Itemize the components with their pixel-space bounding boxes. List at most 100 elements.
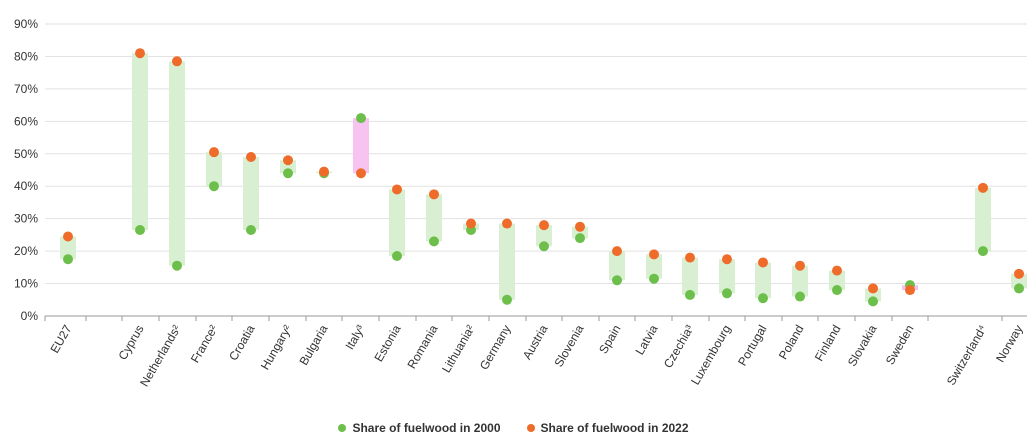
range-bar	[865, 288, 881, 302]
legend-label-2022: Share of fuelwood in 2022	[540, 421, 689, 435]
x-tick-label: Switzerland⁴	[944, 323, 990, 388]
range-bar	[682, 257, 698, 295]
legend-marker-2000	[338, 424, 347, 432]
range-bar	[132, 53, 148, 231]
point-2022	[209, 147, 219, 158]
range-bar	[499, 223, 515, 300]
x-tick-label: Finland	[812, 323, 844, 364]
range-bar	[646, 254, 662, 279]
point-2000	[356, 113, 366, 124]
point-2000	[685, 289, 695, 300]
x-tick-label: Czechia³	[661, 323, 697, 371]
point-2000	[795, 291, 805, 302]
legend-marker-2022	[526, 424, 535, 432]
y-tick-label: 90%	[14, 17, 38, 31]
x-tick-label: Croatia	[226, 322, 258, 363]
point-2022	[246, 152, 256, 163]
x-tick-label: Slovenia	[551, 322, 586, 369]
range-bar	[755, 262, 771, 299]
x-tick-label: Slovakia	[845, 322, 880, 369]
range-bar	[60, 236, 76, 260]
point-2000	[135, 225, 145, 236]
range-bar	[426, 194, 442, 242]
point-2000	[172, 260, 182, 271]
y-tick-label: 60%	[14, 114, 38, 128]
range-bars	[60, 53, 1027, 302]
point-2022	[905, 285, 915, 296]
x-tick-label: Germany	[477, 323, 514, 373]
range-bar	[572, 226, 588, 239]
x-tick-label: Italy³	[342, 323, 367, 353]
legend: Share of fuelwood in 2000 Share of fuelw…	[0, 421, 1027, 435]
point-2022	[356, 168, 366, 179]
point-2000	[575, 233, 585, 244]
point-2022	[172, 56, 182, 67]
point-2000	[283, 168, 293, 179]
point-2000	[63, 254, 73, 265]
legend-item-2022: Share of fuelwood in 2022	[526, 421, 689, 435]
point-2022	[758, 257, 768, 268]
point-2022	[978, 182, 988, 193]
point-2022	[392, 184, 402, 195]
y-tick-label: 0%	[21, 309, 39, 323]
point-2000	[246, 225, 256, 236]
range-bar	[975, 187, 991, 252]
point-2000	[868, 296, 878, 307]
point-2022	[319, 166, 329, 177]
y-tick-label: 70%	[14, 82, 38, 96]
point-2000	[502, 294, 512, 305]
point-2000	[758, 293, 768, 304]
range-bar	[609, 251, 625, 281]
point-2022	[283, 155, 293, 166]
x-tick-label: Austria	[520, 322, 551, 362]
range-bar	[719, 259, 735, 294]
point-2000	[978, 246, 988, 257]
range-bar	[792, 265, 808, 297]
x-tick-label: Cyprus	[115, 323, 146, 363]
point-2022	[575, 221, 585, 232]
x-tick-label: Portugal	[735, 323, 769, 369]
range-bar	[829, 270, 845, 291]
point-2022	[539, 220, 549, 231]
x-tick-label: Norway	[993, 323, 1025, 365]
x-tick-label: Romania	[404, 322, 440, 371]
y-tick-label: 10%	[14, 277, 38, 291]
x-tick-label: Spain	[596, 323, 623, 357]
point-2000	[429, 236, 439, 247]
range-bar	[353, 118, 369, 174]
range-bar	[389, 189, 405, 256]
point-2022	[466, 218, 476, 229]
y-axis-tick-labels: 0% 10% 20% 30% 40% 50% 60% 70% 80% 90%	[14, 17, 38, 323]
x-tick-label: Latvia	[632, 322, 660, 357]
y-tick-label: 80%	[14, 49, 38, 63]
range-bar	[536, 225, 552, 247]
point-2000	[649, 273, 659, 284]
x-tick-label: EU27	[47, 322, 74, 355]
point-2022	[429, 189, 439, 200]
legend-item-2000: Share of fuelwood in 2000	[338, 421, 501, 435]
range-bar	[206, 152, 222, 187]
range-bar	[280, 160, 296, 174]
y-tick-label: 20%	[14, 244, 38, 258]
x-tick-label: Poland	[776, 323, 807, 362]
x-tick-label: Bulgaria	[296, 322, 330, 367]
point-2000	[209, 181, 219, 192]
y-tick-label: 40%	[14, 179, 38, 193]
point-2000	[392, 250, 402, 261]
point-2022	[1014, 268, 1024, 279]
range-bar	[169, 61, 185, 266]
point-2022	[63, 231, 73, 242]
x-tick-label: Hungary²	[258, 323, 295, 373]
x-tick-label: Sweden	[883, 323, 917, 368]
x-tick-label: France²	[188, 322, 221, 365]
point-2022	[722, 254, 732, 265]
data-points	[63, 48, 1024, 307]
grid-lines	[44, 23, 1027, 321]
point-2000	[612, 275, 622, 286]
x-tick-label: Estonia	[371, 322, 403, 364]
point-2022	[502, 218, 512, 229]
range-bar	[243, 157, 259, 231]
chart-svg: 0% 10% 20% 30% 40% 50% 60% 70% 80% 90% EU27 Cyprus…	[14, 17, 1027, 389]
point-2022	[795, 260, 805, 271]
y-tick-label: 50%	[14, 147, 38, 161]
